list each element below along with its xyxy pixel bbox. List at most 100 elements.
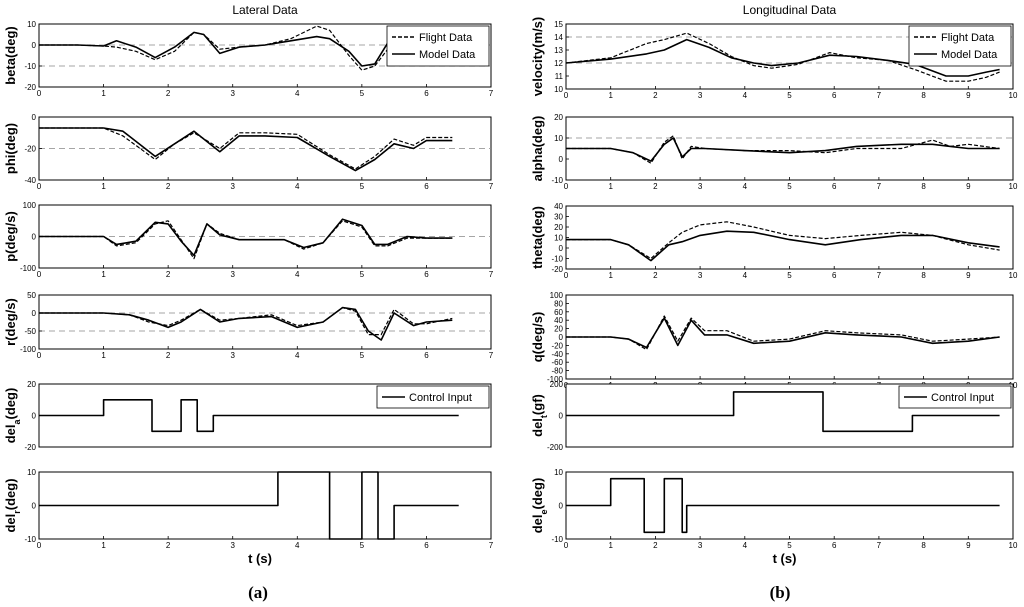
x-tick-label: 7 bbox=[877, 91, 882, 100]
x-tick-label: 1 bbox=[608, 91, 613, 100]
x-tick-label: 6 bbox=[424, 270, 429, 279]
y-axis-label: theta(deg) bbox=[530, 206, 545, 269]
subplot-0: 0 1 2 3 4 5 6 7 -20 -10 0 10 Lateral Data beta(deg) Fl… bbox=[3, 3, 494, 98]
y-tick-label: 0 bbox=[559, 244, 564, 253]
y-tick-label: 20 bbox=[27, 380, 36, 389]
x-tick-label: 3 bbox=[698, 182, 703, 191]
x-tick-label: 7 bbox=[489, 541, 494, 550]
chart-title: Longitudinal Data bbox=[743, 3, 837, 17]
y-tick-label: 0 bbox=[32, 41, 37, 50]
x-tick-label: 4 bbox=[743, 541, 748, 550]
y-tick-label: -20 bbox=[24, 83, 36, 92]
y-tick-label: 30 bbox=[554, 213, 563, 222]
x-tick-label: 4 bbox=[743, 182, 748, 191]
y-axis-label: delt(gf) bbox=[530, 394, 549, 437]
x-tick-label: 1 bbox=[101, 89, 106, 98]
y-tick-label: 0 bbox=[559, 412, 564, 421]
y-tick-label: 50 bbox=[27, 291, 36, 300]
x-tick-label: 0 bbox=[37, 351, 42, 360]
y-tick-label: 10 bbox=[27, 468, 36, 477]
series-line-model-data bbox=[566, 137, 1000, 162]
series-line-flight-data bbox=[39, 127, 453, 170]
subplot-3: 0 1 2 3 4 5 6 7 -100 -50 0 50 r(deg/s) bbox=[3, 291, 494, 360]
series-line-flight-data bbox=[39, 307, 453, 336]
y-tick-label: -20 bbox=[24, 145, 36, 154]
x-tick-label: 1 bbox=[101, 182, 106, 191]
x-tick-label: 6 bbox=[424, 541, 429, 550]
x-tick-label: 0 bbox=[564, 91, 569, 100]
y-tick-label: -80 bbox=[551, 367, 563, 376]
y-tick-label: 0 bbox=[32, 113, 37, 122]
series-line-model-data bbox=[566, 230, 1000, 262]
y-tick-label: 60 bbox=[554, 308, 563, 317]
x-tick-label: 5 bbox=[360, 351, 365, 360]
x-tick-label: 5 bbox=[360, 89, 365, 98]
legend-entry: Flight Data bbox=[419, 32, 473, 44]
x-tick-label: 4 bbox=[295, 182, 300, 191]
x-tick-label: 7 bbox=[489, 351, 494, 360]
y-tick-label: 10 bbox=[554, 234, 563, 243]
x-tick-label: 5 bbox=[360, 182, 365, 191]
x-tick-label: 0 bbox=[564, 271, 569, 280]
legend: Control Input bbox=[376, 385, 490, 409]
y-tick-label: -100 bbox=[547, 375, 564, 384]
x-tick-label: 2 bbox=[653, 182, 658, 191]
y-tick-label: -50 bbox=[24, 327, 36, 336]
y-tick-label: -10 bbox=[24, 62, 36, 71]
y-tick-label: -40 bbox=[551, 350, 563, 359]
x-tick-label: 2 bbox=[166, 351, 171, 360]
legend-entry: Flight Data bbox=[941, 32, 995, 44]
x-tick-label: 5 bbox=[787, 182, 792, 191]
legend-box bbox=[386, 25, 490, 67]
y-tick-label: 0 bbox=[32, 309, 37, 318]
series-line-control-input bbox=[39, 398, 459, 433]
series-line-model-data bbox=[39, 218, 453, 257]
y-tick-label: 200 bbox=[550, 380, 564, 389]
plot-frame bbox=[565, 116, 1014, 181]
y-tick-label: -20 bbox=[551, 265, 563, 274]
x-tick-label: 0 bbox=[37, 541, 42, 550]
y-axis-label: r(deg/s) bbox=[3, 298, 18, 346]
x-tick-label: 5 bbox=[787, 91, 792, 100]
x-tick-label: 5 bbox=[787, 271, 792, 280]
y-tick-label: -40 bbox=[24, 176, 36, 185]
legend: Flight Data Model Data bbox=[386, 25, 490, 67]
x-tick-label: 3 bbox=[230, 351, 235, 360]
x-tick-label: 8 bbox=[921, 91, 926, 100]
legend-box bbox=[898, 385, 1012, 409]
y-tick-label: 0 bbox=[559, 333, 564, 342]
x-tick-label: 3 bbox=[698, 541, 703, 550]
y-tick-label: -60 bbox=[551, 358, 563, 367]
x-tick-label: 10 bbox=[1009, 271, 1018, 280]
y-tick-label: -10 bbox=[24, 535, 36, 544]
x-tick-label: 4 bbox=[295, 270, 300, 279]
x-tick-label: 10 bbox=[1009, 541, 1018, 550]
subplot-4: -20 0 20 dela(deg) Control Input bbox=[3, 380, 492, 452]
y-axis-label: alpha(deg) bbox=[530, 116, 545, 182]
panel-label-a: (a) bbox=[248, 583, 268, 602]
y-tick-label: -10 bbox=[551, 535, 563, 544]
x-tick-label: 7 bbox=[489, 270, 494, 279]
x-tick-label: 7 bbox=[489, 89, 494, 98]
x-tick-label: 3 bbox=[230, 89, 235, 98]
series-line-flight-data bbox=[39, 25, 389, 71]
legend-entry: Model Data bbox=[419, 49, 476, 61]
series-line-flight-data bbox=[566, 315, 1000, 351]
x-tick-label: 5 bbox=[360, 270, 365, 279]
y-tick-label: 20 bbox=[554, 325, 563, 334]
x-tick-label: 6 bbox=[832, 541, 837, 550]
series-line-model-data bbox=[566, 317, 1000, 349]
y-axis-label: dela(deg) bbox=[3, 388, 22, 444]
chart-title: Lateral Data bbox=[232, 3, 298, 17]
y-tick-label: 40 bbox=[554, 316, 563, 325]
x-tick-label: 0 bbox=[37, 182, 42, 191]
series-line-control-input bbox=[566, 477, 1000, 534]
series-line-model-data bbox=[39, 127, 453, 172]
x-axis-label: t (s) bbox=[248, 551, 272, 566]
x-tick-label: 2 bbox=[166, 541, 171, 550]
